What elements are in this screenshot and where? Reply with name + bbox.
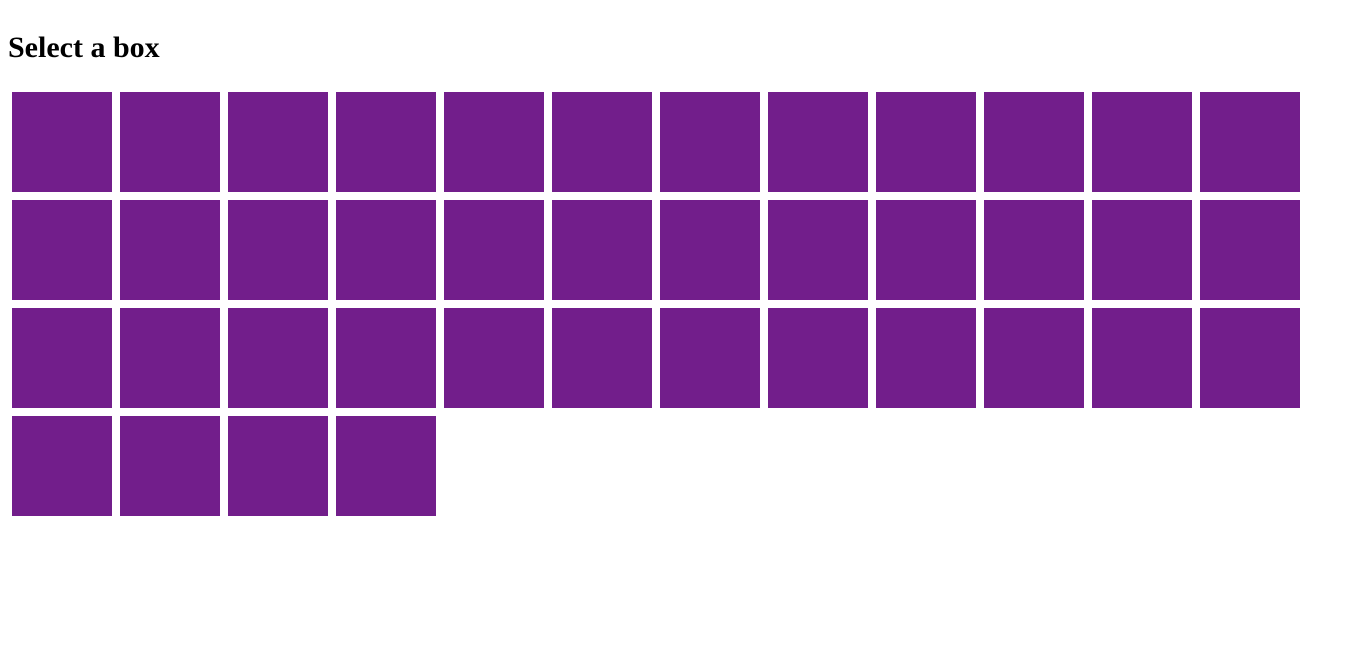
selectable-box[interactable]: [228, 416, 328, 516]
selectable-box[interactable]: [768, 200, 868, 300]
selectable-box[interactable]: [660, 92, 760, 192]
selectable-box[interactable]: [660, 200, 760, 300]
selectable-box[interactable]: [552, 308, 652, 408]
selectable-box[interactable]: [120, 92, 220, 192]
selectable-box[interactable]: [768, 92, 868, 192]
selectable-box[interactable]: [228, 308, 328, 408]
selectable-box[interactable]: [876, 308, 976, 408]
box-grid: [8, 88, 1304, 520]
selectable-box[interactable]: [228, 92, 328, 192]
selectable-box[interactable]: [444, 92, 544, 192]
selectable-box[interactable]: [984, 92, 1084, 192]
selectable-box[interactable]: [552, 92, 652, 192]
selectable-box[interactable]: [1200, 200, 1300, 300]
selectable-box[interactable]: [1200, 308, 1300, 408]
page-title: Select a box: [8, 31, 160, 64]
selectable-box[interactable]: [12, 92, 112, 192]
selectable-box[interactable]: [120, 308, 220, 408]
selectable-box[interactable]: [768, 308, 868, 408]
selectable-box[interactable]: [984, 308, 1084, 408]
selectable-box[interactable]: [12, 200, 112, 300]
selectable-box[interactable]: [336, 416, 436, 516]
selectable-box[interactable]: [336, 200, 436, 300]
selectable-box[interactable]: [12, 308, 112, 408]
selectable-box[interactable]: [1092, 308, 1192, 408]
selectable-box[interactable]: [552, 200, 652, 300]
selectable-box[interactable]: [228, 200, 328, 300]
selectable-box[interactable]: [444, 308, 544, 408]
selectable-box[interactable]: [12, 416, 112, 516]
selectable-box[interactable]: [876, 200, 976, 300]
selectable-box[interactable]: [120, 200, 220, 300]
selectable-box[interactable]: [1200, 92, 1300, 192]
selectable-box[interactable]: [1092, 200, 1192, 300]
selectable-box[interactable]: [444, 200, 544, 300]
selectable-box[interactable]: [984, 200, 1084, 300]
selectable-box[interactable]: [336, 308, 436, 408]
selectable-box[interactable]: [660, 308, 760, 408]
selectable-box[interactable]: [120, 416, 220, 516]
selectable-box[interactable]: [876, 92, 976, 192]
selectable-box[interactable]: [1092, 92, 1192, 192]
selectable-box[interactable]: [336, 92, 436, 192]
